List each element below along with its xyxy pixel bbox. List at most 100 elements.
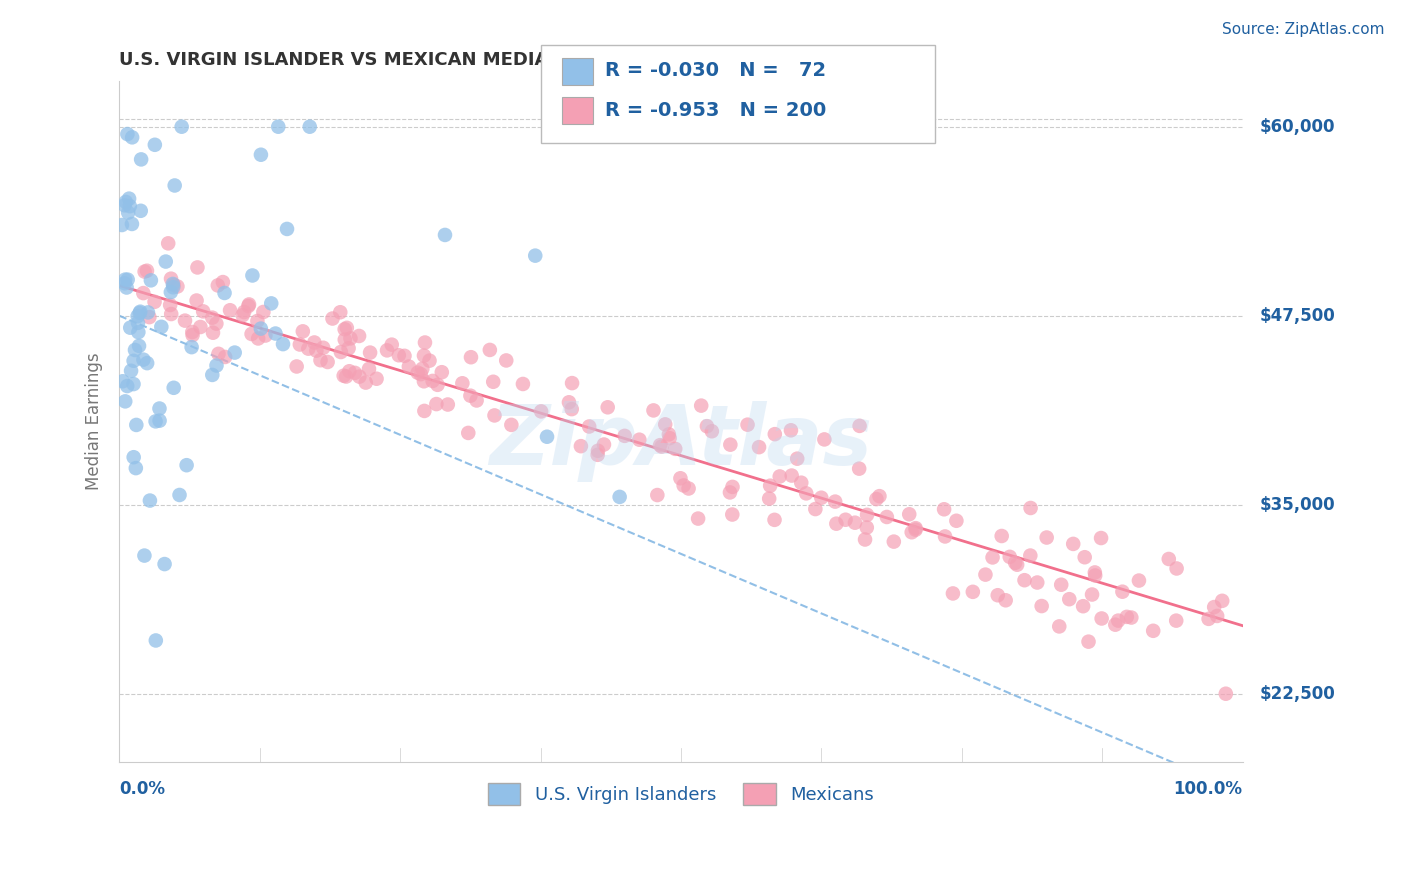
Point bbox=[298, 120, 321, 134]
Point bbox=[297, 342, 319, 356]
Point bbox=[651, 440, 673, 454]
Point bbox=[690, 399, 713, 413]
Point bbox=[120, 364, 142, 378]
Point bbox=[136, 264, 159, 278]
Point bbox=[214, 350, 236, 364]
Point bbox=[186, 260, 208, 275]
Point bbox=[1031, 599, 1053, 613]
Point bbox=[425, 397, 447, 411]
Point bbox=[436, 397, 458, 411]
Point bbox=[1121, 610, 1143, 624]
Point bbox=[451, 376, 474, 391]
Point bbox=[145, 414, 167, 428]
Point bbox=[129, 304, 152, 318]
Point bbox=[139, 273, 162, 287]
Point bbox=[129, 153, 152, 167]
Point bbox=[111, 218, 134, 232]
Point bbox=[994, 593, 1017, 607]
Point bbox=[238, 299, 260, 313]
Point bbox=[117, 205, 139, 219]
Point bbox=[426, 377, 449, 392]
Point bbox=[672, 478, 695, 492]
Point bbox=[883, 534, 905, 549]
Point bbox=[578, 419, 600, 434]
Point bbox=[115, 379, 138, 393]
Point bbox=[658, 431, 681, 445]
Point bbox=[1204, 600, 1226, 615]
Point bbox=[780, 468, 803, 483]
Point bbox=[127, 325, 149, 339]
Text: R = -0.953   N = 200: R = -0.953 N = 200 bbox=[605, 101, 825, 120]
Point bbox=[128, 306, 150, 320]
Point bbox=[114, 277, 136, 291]
Point bbox=[339, 331, 361, 345]
Point bbox=[613, 429, 636, 443]
Point bbox=[737, 417, 759, 432]
Point bbox=[120, 320, 142, 334]
Point bbox=[337, 364, 360, 378]
Point bbox=[329, 305, 352, 319]
Point bbox=[654, 417, 676, 432]
Point bbox=[1004, 556, 1026, 570]
Point bbox=[1211, 594, 1233, 608]
Point bbox=[191, 304, 214, 318]
Point bbox=[312, 341, 335, 355]
Point bbox=[163, 178, 186, 193]
Point bbox=[333, 333, 356, 347]
Point bbox=[1166, 614, 1188, 628]
Point bbox=[898, 508, 921, 522]
Point bbox=[166, 279, 188, 293]
Point bbox=[1128, 574, 1150, 588]
Point bbox=[1084, 566, 1107, 580]
Point bbox=[1019, 500, 1042, 515]
Point bbox=[118, 199, 141, 213]
Point bbox=[834, 513, 856, 527]
Point bbox=[1090, 531, 1112, 545]
Point bbox=[718, 438, 741, 452]
Point bbox=[169, 488, 191, 502]
Point bbox=[329, 345, 352, 359]
Text: U.S. VIRGIN ISLANDER VS MEXICAN MEDIAN EARNINGS CORRELATION CHART: U.S. VIRGIN ISLANDER VS MEXICAN MEDIAN E… bbox=[120, 51, 896, 69]
Point bbox=[700, 424, 723, 438]
Point bbox=[813, 433, 835, 447]
Point bbox=[759, 479, 782, 493]
Point bbox=[664, 442, 686, 456]
Point bbox=[122, 450, 145, 465]
Point bbox=[1091, 611, 1114, 625]
Point bbox=[495, 353, 517, 368]
Point bbox=[150, 319, 173, 334]
Point bbox=[111, 374, 134, 388]
Point bbox=[1081, 587, 1104, 601]
Point bbox=[1062, 537, 1084, 551]
Point bbox=[1059, 592, 1081, 607]
Point bbox=[763, 513, 786, 527]
Point bbox=[413, 374, 436, 388]
Point bbox=[186, 293, 208, 308]
Point bbox=[163, 381, 186, 395]
Point bbox=[139, 493, 162, 508]
Point bbox=[267, 120, 290, 134]
Point bbox=[501, 417, 523, 432]
Point bbox=[990, 529, 1012, 543]
Point bbox=[844, 516, 866, 530]
Point bbox=[1071, 599, 1094, 614]
Point bbox=[132, 352, 155, 367]
Point bbox=[128, 339, 150, 353]
Point bbox=[232, 308, 254, 322]
Point bbox=[160, 271, 183, 285]
Point bbox=[1166, 561, 1188, 575]
Point bbox=[238, 297, 260, 311]
Point bbox=[366, 372, 388, 386]
Point bbox=[359, 345, 381, 359]
Point bbox=[398, 359, 420, 374]
Text: R = -0.030   N =   72: R = -0.030 N = 72 bbox=[605, 61, 825, 80]
Point bbox=[1115, 610, 1137, 624]
Point bbox=[254, 328, 277, 343]
Point bbox=[484, 409, 506, 423]
Point bbox=[718, 485, 741, 500]
Point bbox=[335, 369, 357, 384]
Point bbox=[457, 425, 479, 440]
Point bbox=[628, 433, 651, 447]
Point bbox=[855, 520, 877, 534]
Point bbox=[163, 277, 186, 292]
